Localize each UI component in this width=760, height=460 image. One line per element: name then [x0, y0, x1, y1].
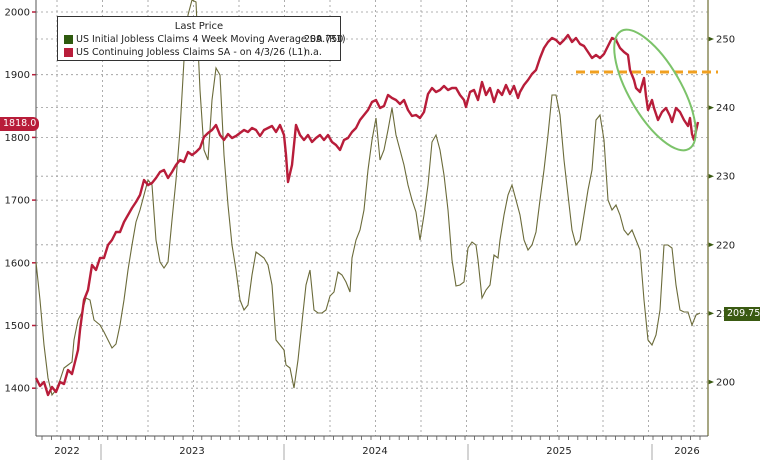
- legend-entry-continuing-claims: US Continuing Jobless Claims SA - on 4/3…: [64, 46, 307, 58]
- x-label-2023: 2023: [179, 446, 205, 457]
- svg-text:240: 240: [716, 103, 735, 114]
- left-last-value-tag: 1818.0: [0, 117, 40, 131]
- right-last-value-tag: 209.750: [724, 307, 760, 321]
- legend-label: US Continuing Jobless Claims SA - on 4/3…: [76, 46, 307, 58]
- legend-value: 209.750: [304, 34, 344, 45]
- svg-text:200: 200: [716, 378, 735, 389]
- legend-entry-initial-claims: US Initial Jobless Claims 4 Week Moving …: [64, 33, 346, 45]
- svg-text:1700: 1700: [5, 196, 30, 207]
- continuing-claims-line: [34, 33, 700, 397]
- legend-value: n.a.: [304, 47, 322, 58]
- svg-text:2000: 2000: [5, 8, 30, 19]
- svg-text:1500: 1500: [5, 321, 30, 332]
- axes: 1400150016001700180019002000200210220230…: [5, 0, 735, 460]
- svg-text:220: 220: [716, 240, 735, 251]
- svg-text:230: 230: [716, 172, 735, 183]
- legend-swatch-red: [64, 47, 73, 57]
- svg-text:1800: 1800: [5, 133, 30, 144]
- x-label-2025: 2025: [546, 446, 572, 457]
- x-label-2022: 2022: [54, 446, 80, 457]
- svg-text:1600: 1600: [5, 258, 30, 269]
- legend: Last Price US Initial Jobless Claims 4 W…: [57, 16, 346, 61]
- svg-text:250: 250: [716, 35, 735, 46]
- legend-swatch-green: [64, 34, 73, 44]
- highlight-ellipse: [613, 28, 697, 152]
- svg-text:1400: 1400: [5, 384, 30, 395]
- legend-label: US Initial Jobless Claims 4 Week Moving …: [76, 33, 346, 45]
- x-label-2026: 2026: [674, 446, 700, 457]
- x-label-2024: 2024: [362, 446, 388, 457]
- legend-title: Last Price: [174, 21, 224, 32]
- svg-text:1900: 1900: [5, 70, 30, 81]
- initial-claims-line: [35, 0, 701, 397]
